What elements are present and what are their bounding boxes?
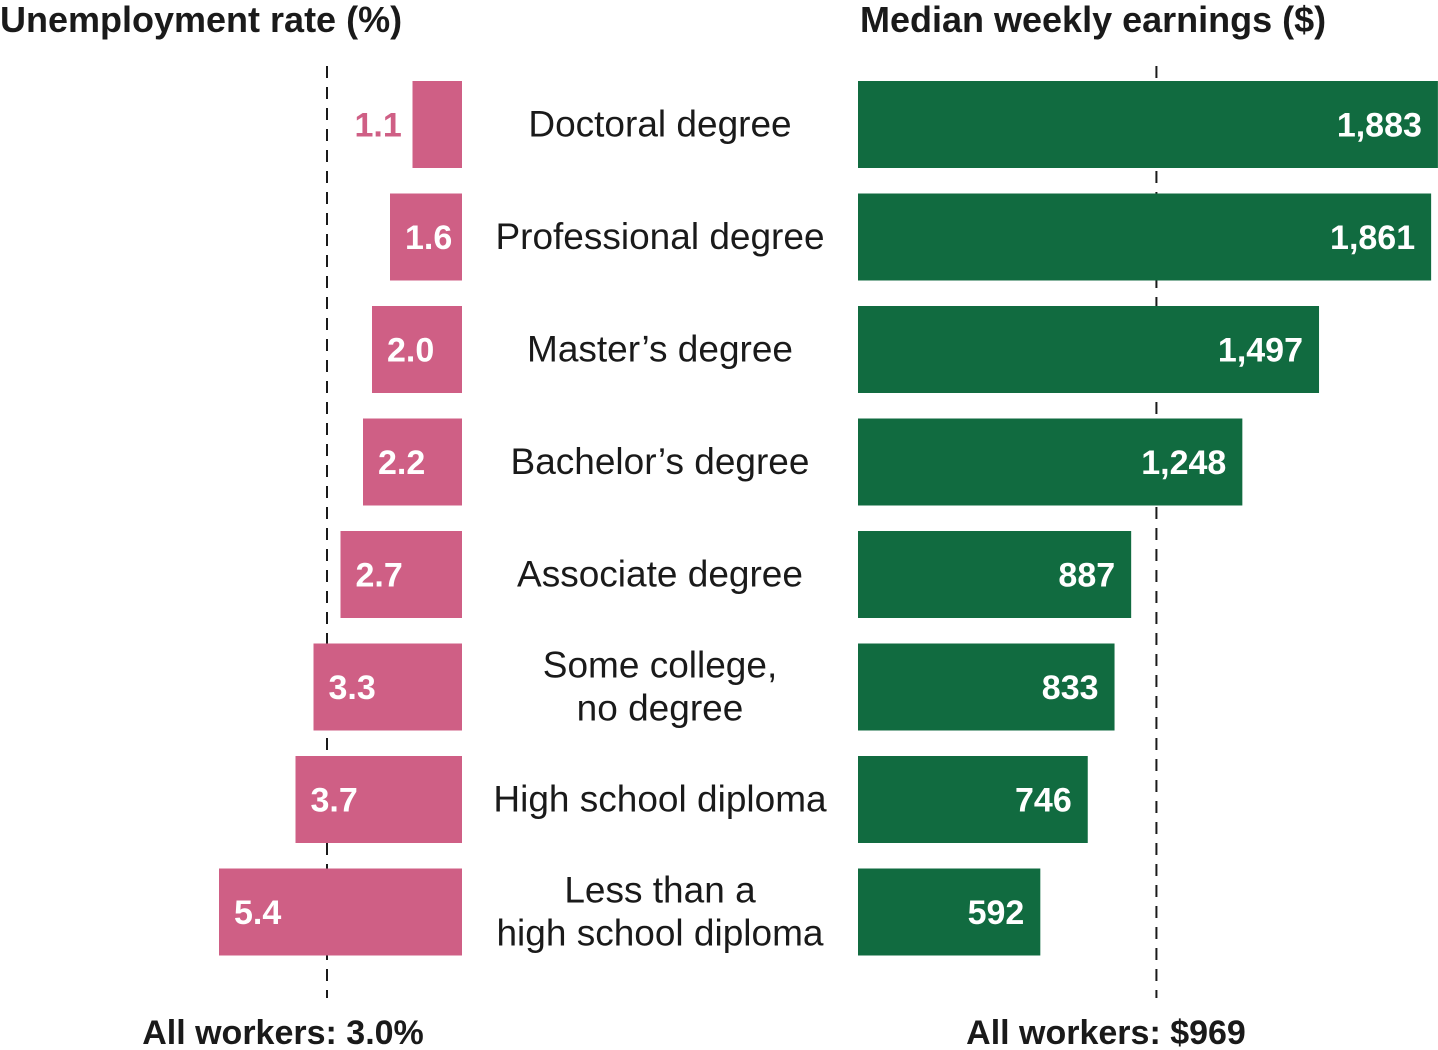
category-label: Less than a high school diploma <box>496 870 823 954</box>
earnings-title: Median weekly earnings ($) <box>860 0 1326 40</box>
earnings-bar <box>858 643 1115 731</box>
unemployment-average-label: All workers: 3.0% <box>142 1014 424 1050</box>
earnings-value-label: 833 <box>1042 669 1099 707</box>
category-labels: Doctoral degree Professional degree Master… <box>493 104 827 954</box>
earnings-value-label: 1,861 <box>1330 219 1415 257</box>
earnings-value-label: 746 <box>1015 782 1072 820</box>
earnings-value-label: 1,248 <box>1141 444 1226 482</box>
earnings-value-label: 887 <box>1058 557 1115 595</box>
category-label: High school diploma <box>493 779 827 820</box>
unemployment-bar <box>313 643 462 731</box>
unemployment-bar <box>372 306 462 393</box>
unemployment-panel: 1.1 1.6 2.0 2.2 2.7 3.3 3.7 5.4 <box>219 66 462 998</box>
earnings-bar <box>858 306 1320 393</box>
unemployment-title: Unemployment rate (%) <box>0 0 402 40</box>
unemployment-value-label: 2.2 <box>378 444 425 482</box>
earnings-bar <box>858 868 1041 956</box>
earnings-value-label: 1,497 <box>1218 332 1303 370</box>
earnings-bar <box>858 418 1243 506</box>
unemployment-bar <box>295 756 462 843</box>
category-label: Associate degree <box>517 554 803 595</box>
earnings-average-label: All workers: $969 <box>966 1014 1246 1050</box>
earnings-bar <box>858 756 1088 843</box>
unemployment-value-label: 3.3 <box>329 669 376 707</box>
earnings-value-label: 1,883 <box>1337 107 1422 145</box>
unemployment-bar <box>340 531 462 618</box>
unemployment-value-label: 2.7 <box>356 557 403 595</box>
unemployment-value-label: 1.1 <box>355 107 402 145</box>
category-label: Doctoral degree <box>528 104 791 145</box>
category-label: Some college, no degree <box>543 645 777 729</box>
unemployment-bar <box>412 81 462 168</box>
unemployment-value-label: 3.7 <box>311 782 358 820</box>
unemployment-bar <box>390 193 462 281</box>
unemployment-value-label: 5.4 <box>234 894 281 932</box>
unemployment-bar <box>219 868 462 956</box>
earnings-value-label: 592 <box>968 894 1025 932</box>
earnings-panel: 1,883 1,861 1,497 1,248 887 833 746 592 <box>858 66 1438 998</box>
category-label: Master’s degree <box>527 329 793 370</box>
earnings-bar <box>858 81 1438 168</box>
earnings-bar <box>858 193 1432 281</box>
unemployment-value-label: 2.0 <box>387 332 434 370</box>
unemployment-value-label: 1.6 <box>405 219 452 257</box>
unemployment-bar <box>363 418 462 506</box>
earnings-bar <box>858 531 1132 618</box>
category-label: Bachelor’s degree <box>511 441 810 482</box>
category-label: Professional degree <box>495 216 824 257</box>
